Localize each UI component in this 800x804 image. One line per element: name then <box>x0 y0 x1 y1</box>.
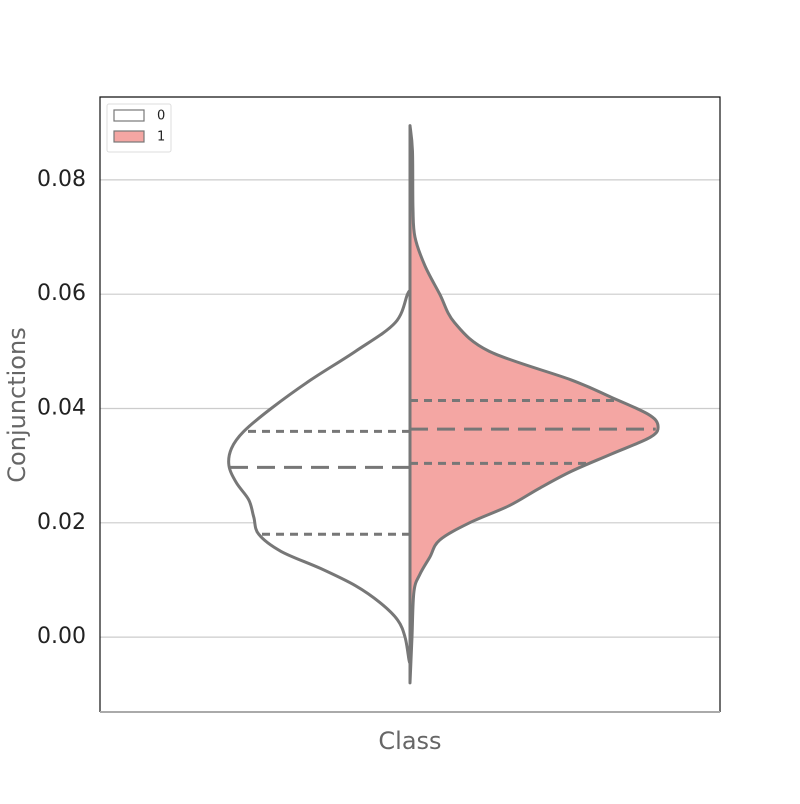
violin-half <box>227 289 412 665</box>
legend-swatch <box>113 109 145 122</box>
x-axis-label: Class <box>378 727 441 755</box>
y-tick-label: 0.04 <box>37 396 86 421</box>
legend-swatch <box>113 130 145 143</box>
y-tick-label: 0.08 <box>37 167 86 192</box>
violin-half <box>408 124 660 685</box>
y-axis-label: Conjunctions <box>3 327 31 482</box>
plot-frame <box>99 96 721 712</box>
y-tick-label: 0.02 <box>37 510 86 535</box>
legend-label: 1 <box>157 130 165 145</box>
y-tick-label: 0.00 <box>37 624 86 649</box>
legend-label: 0 <box>157 109 165 124</box>
y-tick-label: 0.06 <box>37 281 86 306</box>
